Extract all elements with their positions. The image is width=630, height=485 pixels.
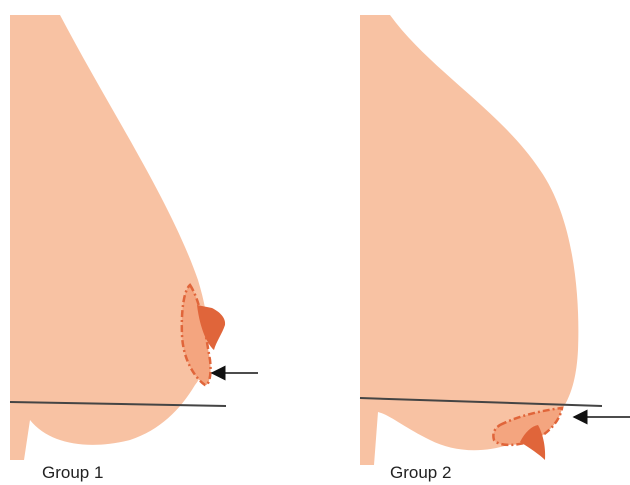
panel-label: Group 1 [42,463,103,482]
breast-shape [360,15,578,465]
breast-shape [10,15,209,460]
panel-label: Group 2 [390,463,451,482]
diagram: Group 1 Group 2 [0,0,630,485]
